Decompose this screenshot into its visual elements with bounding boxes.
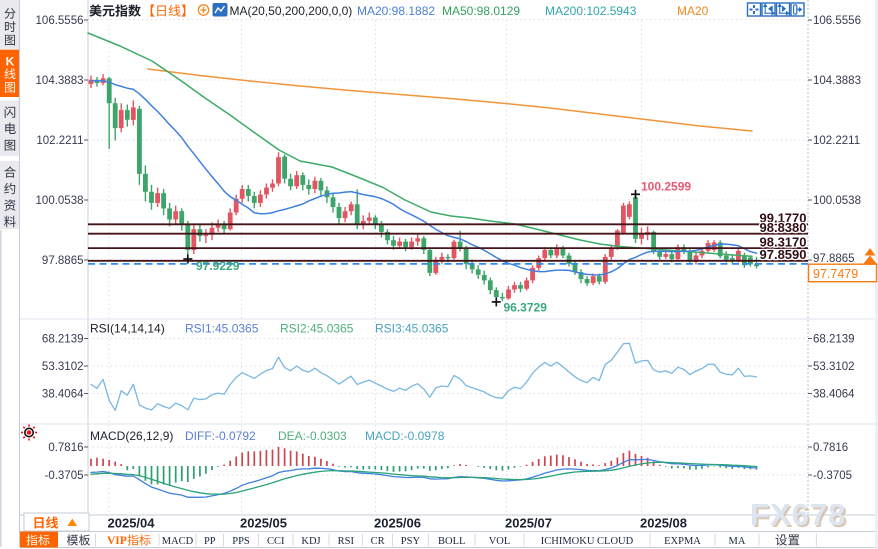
svg-text:CR: CR: [371, 536, 385, 547]
svg-text:MA200:102.5943: MA200:102.5943: [545, 4, 637, 18]
svg-text:68.2139: 68.2139: [42, 334, 84, 346]
svg-text:FX678: FX678: [752, 499, 848, 534]
svg-text:VOL: VOL: [489, 536, 511, 547]
svg-text:98.3170: 98.3170: [760, 234, 807, 249]
svg-text:53.3102: 53.3102: [813, 361, 855, 373]
svg-text:104.3883: 104.3883: [813, 75, 861, 87]
svg-text:97.8590: 97.8590: [760, 247, 807, 262]
svg-text:MA(20,50,200,200,0,0): MA(20,50,200,200,0,0): [230, 4, 353, 18]
svg-text:PP: PP: [204, 536, 216, 547]
svg-text:BOLL: BOLL: [438, 536, 465, 547]
svg-text:MA20:98.1882: MA20:98.1882: [357, 4, 435, 18]
svg-text:PSY: PSY: [401, 536, 421, 547]
svg-text:99.1770: 99.1770: [760, 211, 807, 226]
svg-text:RSI3:45.0365: RSI3:45.0365: [375, 322, 449, 336]
svg-text:RSI: RSI: [338, 536, 355, 547]
svg-text:38.4064: 38.4064: [813, 389, 855, 401]
svg-text:100.0538: 100.0538: [36, 195, 84, 207]
svg-text:102.2211: 102.2211: [36, 135, 83, 147]
svg-text:MACD(26,12,9): MACD(26,12,9): [90, 429, 173, 443]
svg-text:2025/08: 2025/08: [640, 516, 687, 531]
svg-text:100.0538: 100.0538: [813, 195, 861, 207]
svg-text:-0.3705: -0.3705: [44, 470, 83, 482]
svg-text:104.3883: 104.3883: [36, 75, 84, 87]
svg-text:-0.3705: -0.3705: [813, 470, 852, 482]
svg-text:53.3102: 53.3102: [42, 361, 84, 373]
svg-text:102.2211: 102.2211: [813, 135, 860, 147]
svg-text:2025/04: 2025/04: [108, 516, 156, 531]
svg-text:KDJ: KDJ: [301, 536, 320, 547]
svg-text:PPS: PPS: [232, 536, 250, 547]
svg-text:0.7816: 0.7816: [813, 442, 848, 454]
svg-text:MACD: MACD: [162, 536, 194, 547]
svg-text:97.7479: 97.7479: [813, 267, 858, 281]
svg-text:RSI(14,14,14): RSI(14,14,14): [90, 322, 165, 336]
svg-text:38.4064: 38.4064: [42, 389, 84, 401]
svg-text:68.2139: 68.2139: [813, 334, 855, 346]
svg-text:MA20: MA20: [677, 4, 709, 18]
svg-text:RSI1:45.0365: RSI1:45.0365: [185, 322, 259, 336]
svg-text:98.8380: 98.8380: [760, 220, 807, 235]
svg-text:DIFF:-0.0792: DIFF:-0.0792: [185, 429, 256, 443]
svg-text:100.2599: 100.2599: [641, 180, 691, 194]
svg-text:2025/06: 2025/06: [374, 516, 421, 531]
svg-text:97.9229: 97.9229: [196, 259, 240, 273]
svg-text:RSI2:45.0365: RSI2:45.0365: [280, 322, 354, 336]
svg-text:MACD:-0.0978: MACD:-0.0978: [365, 429, 445, 443]
svg-text:2025/07: 2025/07: [505, 516, 552, 531]
svg-text:97.8865: 97.8865: [42, 255, 84, 267]
svg-text:2025/05: 2025/05: [240, 516, 287, 531]
svg-text:EXPMA: EXPMA: [664, 536, 701, 547]
svg-text:VIP: VIP: [107, 535, 127, 547]
svg-text:DEA:-0.0303: DEA:-0.0303: [278, 429, 347, 443]
svg-text:FX678: FX678: [750, 497, 846, 532]
svg-text:97.8865: 97.8865: [813, 253, 855, 265]
svg-text:ICHIMOKU CLOUD: ICHIMOKU CLOUD: [541, 536, 634, 547]
svg-text:CCI: CCI: [267, 536, 285, 547]
svg-text:MA: MA: [729, 536, 746, 547]
svg-text:96.3729: 96.3729: [504, 301, 548, 315]
svg-text:MA50:98.0129: MA50:98.0129: [442, 4, 520, 18]
svg-text:106.5556: 106.5556: [813, 15, 861, 27]
svg-text:K: K: [6, 55, 15, 69]
svg-text:106.5556: 106.5556: [36, 15, 84, 27]
svg-text:0.7816: 0.7816: [48, 442, 83, 454]
